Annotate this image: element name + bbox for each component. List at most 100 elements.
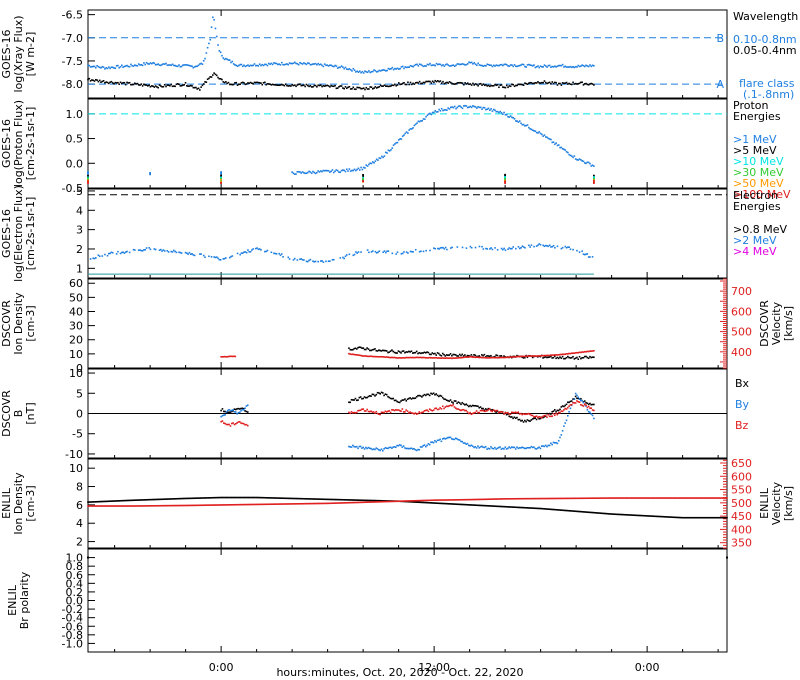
electron-point [539, 243, 542, 246]
enlil_plasma-point [422, 501, 424, 504]
enlil_plasma-point [205, 497, 207, 499]
xray-point [437, 79, 439, 82]
dscovr_plasma-point [526, 355, 529, 357]
enlil_plasma-point [336, 498, 339, 501]
enlil_plasma-point [237, 503, 240, 506]
xray-point [266, 64, 269, 67]
electron-point [494, 247, 496, 249]
enlil_plasma-point [231, 503, 233, 506]
proton-point [416, 122, 418, 124]
enlil_plasma-point [136, 499, 139, 501]
electron-ytick-label: 5 [76, 185, 83, 198]
enlil_plasma-point [683, 516, 685, 519]
xray-point [554, 65, 556, 68]
xray-point [166, 84, 169, 86]
dscovr_mag-point [385, 393, 388, 396]
electron-point [382, 251, 385, 254]
enlil_plasma-point [156, 498, 158, 501]
xray-point [503, 86, 505, 89]
xray-ytick-label: -7.5 [62, 55, 83, 68]
enlil_plasma-point [508, 506, 510, 508]
dscovr_plasma-point [517, 355, 520, 358]
dscovr_mag-point [546, 412, 548, 415]
dscovr_mag-point [538, 446, 540, 449]
dscovr_mag-point [539, 417, 542, 420]
dscovr_mag-point [486, 448, 488, 450]
dscovr_plasma-point [400, 352, 402, 354]
xray-point [404, 66, 407, 68]
enlil_plasma-point [726, 497, 728, 499]
proton-point [490, 108, 492, 110]
enlil_plasma-point [141, 499, 144, 501]
electron-point [401, 252, 404, 255]
dscovr_mag-point [556, 442, 559, 445]
electron-point [101, 255, 104, 257]
proton-point [362, 174, 364, 176]
dscovr_plasma-point [471, 356, 474, 358]
enlil_plasma-point [272, 497, 275, 499]
enlil_plasma-point [249, 503, 252, 506]
enlil_plasma-point [198, 497, 201, 499]
dscovr_plasma-point [576, 356, 578, 359]
dscovr_mag-point [535, 418, 538, 421]
dscovr_mag-point [349, 412, 352, 415]
xray-point [117, 81, 119, 84]
dscovr_plasma-point [419, 352, 422, 355]
xray-point [261, 63, 264, 66]
dscovr_mag-point [467, 412, 470, 415]
dscovr_plasma-point [544, 354, 547, 357]
enlil_polarity-ytick-label: 0.4 [66, 577, 84, 590]
dscovr_plasma-point [482, 356, 484, 359]
electron-point [366, 249, 369, 251]
electron-point [299, 258, 301, 261]
xray-point [334, 64, 336, 67]
enlil_plasma-point [704, 516, 706, 519]
dscovr_plasma-point [421, 356, 423, 359]
enlil_plasma-point [182, 497, 184, 500]
xray-point [486, 63, 489, 66]
proton-point [334, 170, 336, 173]
xray-point [257, 65, 260, 67]
enlil_plasma-point [191, 497, 193, 500]
dscovr_mag-point [368, 447, 371, 450]
enlil_polarity-ytick-label: 0.8 [66, 560, 84, 573]
dscovr_plasma-point [436, 357, 439, 359]
xray-point [267, 62, 270, 65]
xray-point [325, 64, 327, 67]
proton-point [362, 177, 364, 180]
enlil_plasma-point [457, 503, 459, 506]
enlil_plasma-point [649, 497, 652, 499]
proton-point [362, 176, 364, 179]
xray-point [192, 66, 195, 69]
enlil_plasma-point [701, 497, 704, 499]
dscovr_mag-point [580, 399, 582, 402]
xray-point [573, 83, 576, 85]
proton-point [322, 169, 325, 172]
enlil_plasma-point [639, 497, 641, 499]
xray-point [500, 84, 503, 86]
xray-point [227, 81, 230, 84]
enlil_plasma-point [107, 505, 110, 507]
electron-point [572, 248, 574, 251]
dscovr_mag-point [474, 404, 477, 407]
xray-point [465, 83, 468, 85]
dscovr_plasma-point [537, 356, 539, 358]
dscovr_mag-point [535, 415, 538, 418]
electron-point [502, 248, 504, 251]
enlil_plasma-point [536, 507, 539, 510]
dscovr_plasma-point [417, 356, 419, 359]
xray-point [396, 67, 399, 70]
proton-point [585, 162, 587, 165]
enlil_plasma-point [432, 502, 435, 504]
enlil_plasma-point [506, 506, 509, 508]
enlil_plasma-point [423, 499, 426, 502]
xray-point [253, 63, 256, 65]
electron-point [251, 249, 253, 251]
enlil_plasma-point [726, 516, 728, 519]
dscovr_mag-point [552, 412, 555, 415]
enlil_plasma-point [87, 505, 89, 507]
xray-point [460, 82, 463, 84]
enlil_plasma-point [141, 505, 144, 507]
xray-point [474, 63, 477, 65]
enlil_plasma-point [262, 496, 265, 499]
